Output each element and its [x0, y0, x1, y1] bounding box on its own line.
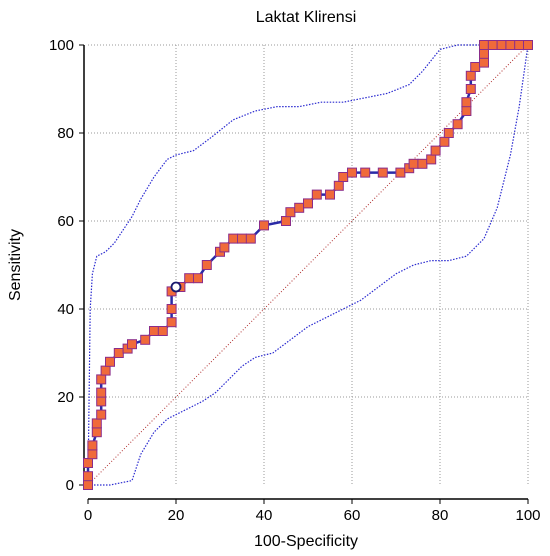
roc-point [83, 458, 93, 468]
roc-point [443, 128, 454, 138]
roc-point [184, 273, 195, 284]
roc-point [166, 304, 177, 314]
roc-point [96, 374, 107, 385]
roc-point [479, 48, 489, 59]
roc-point [408, 158, 419, 169]
x-tick-label: 20 [168, 507, 185, 524]
y-tick-label: 0 [66, 477, 74, 494]
roc-point [96, 409, 107, 420]
y-tick-label: 40 [57, 301, 74, 318]
roc-point [303, 198, 313, 209]
x-axis-label: 100-Specificity [254, 533, 358, 550]
roc-point [496, 40, 507, 50]
x-tick-label: 0 [84, 507, 92, 524]
roc-point [417, 158, 428, 169]
roc-point [219, 242, 230, 253]
roc-point [439, 136, 450, 147]
y-axis-label: Sensitivity [7, 229, 24, 301]
roc-point [514, 40, 525, 50]
y-tick-label: 80 [57, 125, 74, 142]
x-tick-label: 80 [432, 507, 449, 524]
roc-point [281, 216, 291, 226]
roc-point [395, 167, 406, 178]
y-tick-label: 20 [57, 389, 74, 406]
roc-point [487, 40, 498, 50]
roc-point [140, 334, 151, 345]
roc-point [100, 365, 111, 376]
roc-point [91, 427, 102, 438]
y-tick-label: 60 [57, 213, 74, 230]
axes [79, 44, 529, 504]
roc-point [333, 180, 344, 191]
roc-point [105, 356, 115, 367]
x-tick-label: 40 [256, 507, 273, 524]
roc-point [338, 172, 349, 182]
roc-point [201, 260, 212, 270]
roc-point [127, 339, 137, 350]
roc-point [325, 189, 335, 200]
x-tick-label: 60 [344, 507, 361, 524]
series [83, 40, 533, 490]
roc-point [461, 97, 472, 108]
roc-point [470, 62, 481, 72]
roc-point [479, 57, 489, 68]
roc-point [377, 167, 388, 178]
roc-point [347, 167, 357, 178]
roc-point [96, 387, 107, 398]
roc-point [245, 233, 256, 244]
roc-point [113, 348, 124, 358]
roc-point [430, 145, 441, 156]
roc-point [91, 418, 102, 429]
roc-point [166, 317, 177, 328]
roc-point [426, 154, 437, 165]
optimal-cutoff-point [170, 281, 182, 293]
roc-point [87, 449, 98, 460]
roc-point [83, 480, 93, 490]
roc-point [237, 233, 247, 244]
roc-point [360, 167, 371, 178]
roc-point [505, 40, 516, 50]
y-tick-label: 100 [49, 37, 74, 54]
roc-point [259, 220, 269, 231]
roc-point [285, 207, 296, 218]
roc-point [523, 40, 533, 50]
grid [88, 44, 529, 485]
tick-labels: 0 20 40 60 80 100 0 20 40 60 80 100 [49, 37, 541, 524]
roc-point [228, 233, 239, 244]
x-tick-label: 100 [515, 507, 540, 524]
roc-point [461, 106, 472, 116]
roc-point [83, 471, 93, 482]
roc-point [452, 119, 463, 130]
roc-point [149, 326, 159, 336]
chart-title: Laktat Klirensi [256, 9, 357, 26]
roc-point [465, 84, 476, 94]
roc-point [96, 396, 107, 407]
roc-point [479, 40, 489, 50]
roc-point [311, 189, 322, 200]
roc-point [193, 273, 203, 284]
roc-point [157, 326, 168, 336]
roc-point [294, 202, 305, 213]
roc-point [465, 70, 476, 81]
roc-point [87, 440, 98, 451]
